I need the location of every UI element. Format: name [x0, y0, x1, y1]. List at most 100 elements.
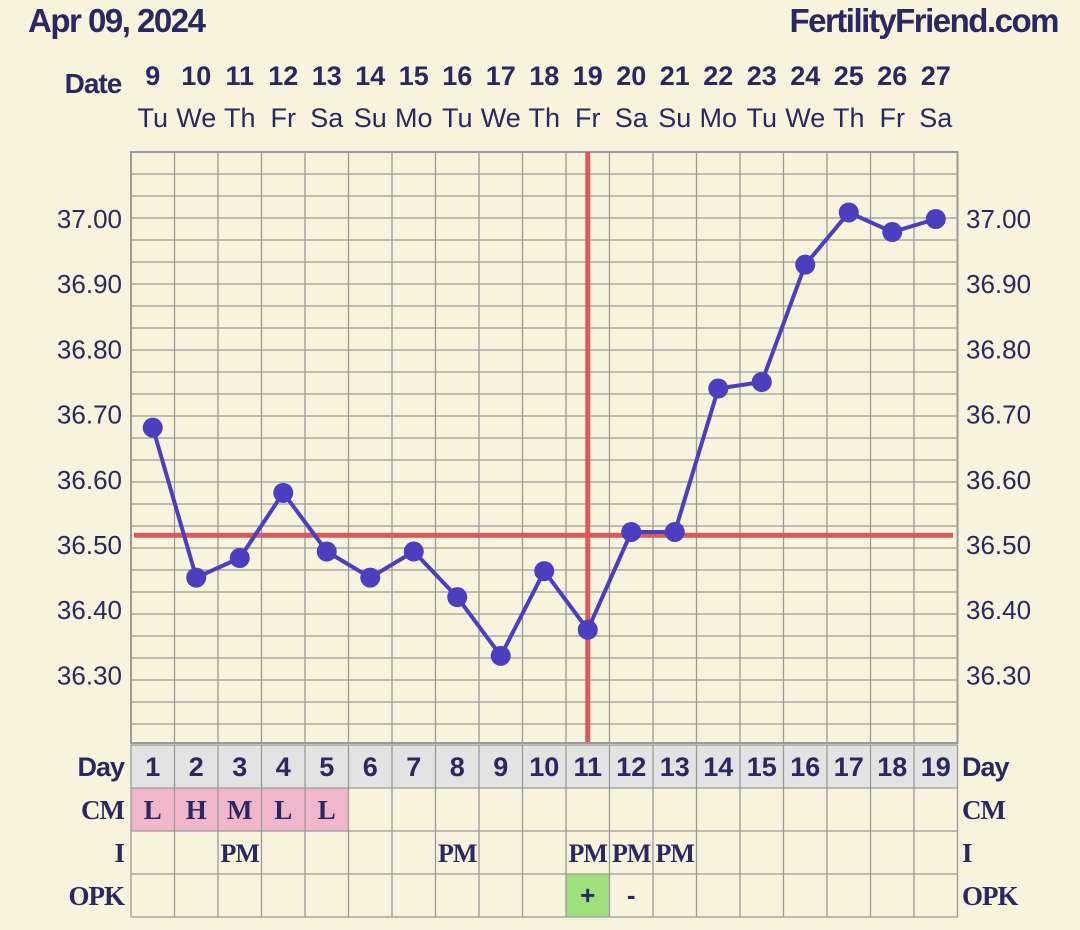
temperature-point: [403, 541, 424, 562]
temperature-point: [186, 567, 207, 588]
weekday-label: Tu: [442, 103, 473, 133]
date-number: 22: [703, 61, 733, 91]
date-number: 15: [399, 61, 429, 91]
cycle-day-number: 11: [573, 752, 602, 782]
cycle-day-number: 7: [406, 752, 421, 782]
temperature-point: [360, 567, 381, 588]
opk-positive-fill: [566, 874, 610, 917]
i-row-label: I: [114, 838, 124, 868]
date-number: 21: [660, 61, 690, 91]
y-tick-label-left: 36.60: [57, 465, 122, 495]
cm-cell-fill: [218, 788, 262, 831]
cycle-day-number: 5: [319, 752, 334, 782]
temperature-point: [447, 587, 468, 608]
y-tick-label-left: 36.90: [57, 269, 122, 299]
weekday-label: Sa: [310, 103, 344, 133]
date-number: 10: [181, 61, 211, 91]
weekday-label: Th: [833, 103, 865, 133]
temperature-point: [882, 222, 903, 243]
cycle-day-number: 1: [145, 752, 160, 782]
intercourse-value: PM: [612, 839, 651, 868]
weekday-label: We: [481, 103, 521, 133]
weekday-label: We: [176, 103, 216, 133]
date-number: 17: [486, 61, 516, 91]
weekday-label: Fr: [880, 103, 905, 133]
cycle-day-number: 12: [616, 752, 646, 782]
y-tick-label-right: 36.30: [966, 660, 1031, 690]
site-name: FertilityFriend.com: [789, 2, 1059, 39]
cm-value: M: [227, 795, 252, 825]
opk-value: +: [580, 880, 595, 910]
temperature-point: [229, 548, 250, 569]
cycle-day-number: 13: [660, 752, 690, 782]
y-tick-label-right: 36.40: [966, 595, 1031, 625]
cm-value: H: [186, 795, 207, 825]
temperature-point: [142, 417, 163, 438]
y-tick-label-right: 37.00: [966, 204, 1031, 234]
temperature-point: [534, 561, 555, 582]
y-tick-label-right: 36.90: [966, 269, 1031, 299]
temperature-line: [150, 210, 937, 658]
date-number: 12: [268, 61, 298, 91]
y-tick-label-right: 36.60: [966, 465, 1031, 495]
date-number: 11: [225, 61, 254, 91]
cm-cell-fill: [261, 788, 305, 831]
weekday-label: Mo: [699, 103, 737, 133]
cycle-day-number: 16: [790, 752, 820, 782]
y-tick-label-left: 37.00: [57, 204, 122, 234]
intercourse-value: PM: [438, 839, 477, 868]
temperature-point: [577, 619, 598, 640]
chart-labels: Date 9 10 11 12 13 14 15 16 17 18 19 20 21 22 23 24 25 26 2…: [57, 61, 1031, 911]
y-tick-label-right: 36.50: [966, 530, 1031, 560]
date-row-label: Date: [65, 68, 122, 99]
weekday-label: Fr: [271, 103, 296, 133]
day-row-label-right: Day: [962, 752, 1010, 782]
intercourse-value: PM: [656, 839, 695, 868]
cycle-day-number: 15: [747, 752, 777, 782]
date-number: 23: [747, 61, 777, 91]
temperature-point: [751, 372, 772, 392]
y-tick-label-left: 36.80: [57, 334, 122, 364]
date-number: 27: [921, 61, 951, 91]
weekday-label: Su: [658, 103, 691, 133]
cycle-day-number: 6: [363, 752, 378, 782]
cm-cell-fill: [131, 788, 175, 831]
temperature-point: [316, 541, 337, 562]
weekday-label: Tu: [746, 103, 777, 133]
opk-row-label-right: OPK: [962, 881, 1018, 911]
cm-value: L: [318, 795, 336, 825]
cycle-day-number: 10: [529, 752, 559, 782]
temperature-point: [664, 521, 685, 542]
temperature-point: [273, 482, 294, 503]
y-tick-label-left: 36.40: [57, 595, 122, 625]
weekday-label: Mo: [395, 103, 433, 133]
temperature-series: [142, 202, 946, 666]
i-row-label-right: I: [962, 838, 972, 868]
temperature-point: [708, 378, 729, 399]
reference-lines: [134, 152, 953, 742]
cycle-day-number: 8: [450, 752, 465, 782]
temperature-point: [925, 209, 946, 229]
date-number: 19: [573, 61, 603, 91]
date-number: 18: [529, 61, 559, 91]
day-row-bg: [131, 745, 958, 788]
cycle-day-number: 14: [703, 752, 733, 782]
cm-cell-fill: [305, 788, 349, 831]
cycle-day-number: 4: [276, 752, 291, 782]
intercourse-value: PM: [221, 839, 260, 868]
date-number: 25: [834, 61, 864, 91]
day-row-label: Day: [77, 752, 125, 782]
date-number: 16: [442, 61, 472, 91]
cycle-day-number: 2: [189, 752, 204, 782]
temperature-point: [490, 645, 511, 666]
data-table: [130, 744, 959, 918]
weekday-label: Th: [528, 103, 560, 133]
cycle-day-number: 18: [877, 752, 907, 782]
y-tick-label-right: 36.70: [966, 400, 1031, 430]
date-number: 13: [312, 61, 342, 91]
weekday-label: We: [785, 103, 825, 133]
intercourse-value: PM: [569, 839, 608, 868]
cycle-day-number: 9: [493, 752, 508, 782]
